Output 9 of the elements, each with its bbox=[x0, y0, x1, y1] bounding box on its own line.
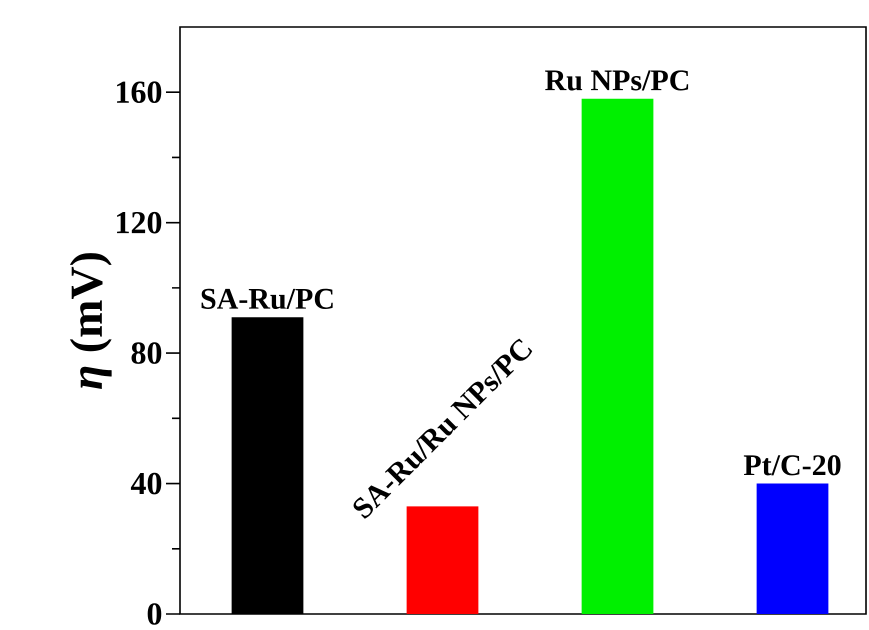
y-tick-label: 160 bbox=[117, 81, 162, 104]
y-tick-label: 40 bbox=[130, 472, 162, 494]
x-tick-label: Ru NPs/PC bbox=[545, 70, 688, 91]
x-tick-label: Pt/C-20 bbox=[744, 455, 841, 476]
y-tick-label: 0 bbox=[148, 603, 162, 625]
y-tick-label: 80 bbox=[132, 342, 162, 364]
x-tick-label: SA-Ru/PC bbox=[202, 288, 333, 310]
y-tick-label: 120 bbox=[117, 212, 162, 234]
y-axis-title: η (mV) bbox=[70, 253, 112, 390]
